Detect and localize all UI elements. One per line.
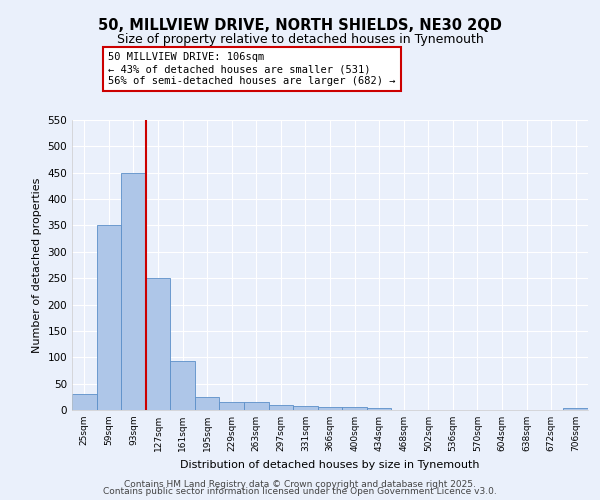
X-axis label: Distribution of detached houses by size in Tynemouth: Distribution of detached houses by size … [180, 460, 480, 469]
Text: Size of property relative to detached houses in Tynemouth: Size of property relative to detached ho… [116, 32, 484, 46]
Bar [342, 408, 367, 410]
Text: Contains public sector information licensed under the Open Government Licence v3: Contains public sector information licen… [103, 488, 497, 496]
Bar [195, 397, 220, 410]
Bar [72, 394, 97, 410]
Bar [367, 408, 391, 410]
Bar [563, 408, 588, 410]
Bar [293, 406, 318, 410]
Bar [269, 404, 293, 410]
Text: 50 MILLVIEW DRIVE: 106sqm
← 43% of detached houses are smaller (531)
56% of semi: 50 MILLVIEW DRIVE: 106sqm ← 43% of detac… [108, 52, 395, 86]
Text: 50, MILLVIEW DRIVE, NORTH SHIELDS, NE30 2QD: 50, MILLVIEW DRIVE, NORTH SHIELDS, NE30 … [98, 18, 502, 32]
Text: Contains HM Land Registry data © Crown copyright and database right 2025.: Contains HM Land Registry data © Crown c… [124, 480, 476, 489]
Bar [97, 226, 121, 410]
Bar [146, 278, 170, 410]
Bar [170, 361, 195, 410]
Bar [244, 402, 269, 410]
Bar [318, 408, 342, 410]
Bar [121, 172, 146, 410]
Bar [220, 402, 244, 410]
Y-axis label: Number of detached properties: Number of detached properties [32, 178, 42, 352]
